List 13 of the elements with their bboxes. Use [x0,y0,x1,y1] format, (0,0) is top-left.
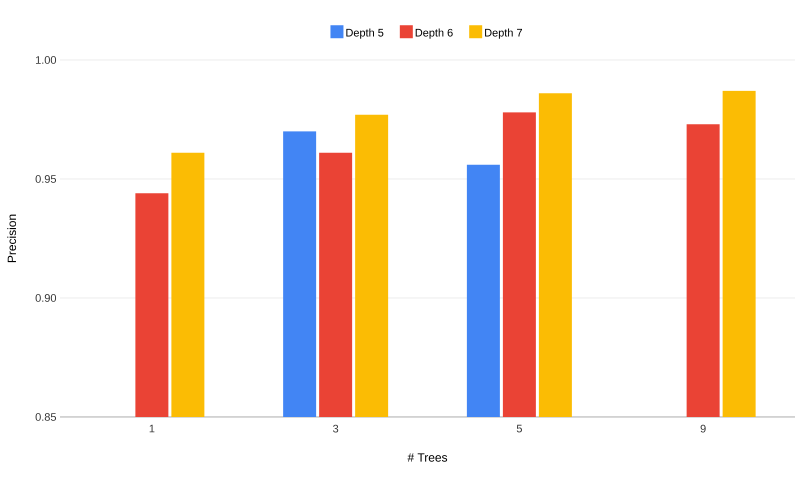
legend-label: Depth 7 [485,28,522,39]
y-axis-title: Precision [7,214,16,262]
y-tick-label: 0.95 [36,175,56,183]
y-tick-label: 1.00 [36,56,56,64]
legend-label: Depth 6 [416,28,453,39]
legend-label: Depth 5 [346,28,384,39]
y-tick-label: 0.90 [36,294,56,302]
x-tick-label: 9 [700,424,706,433]
y-tick-label: 0.85 [36,413,56,421]
x-tick-label: 5 [516,424,522,432]
x-tick-label: 3 [333,424,338,433]
x-tick-label: 1 [150,424,154,432]
x-axis-title: # Trees [408,453,448,462]
